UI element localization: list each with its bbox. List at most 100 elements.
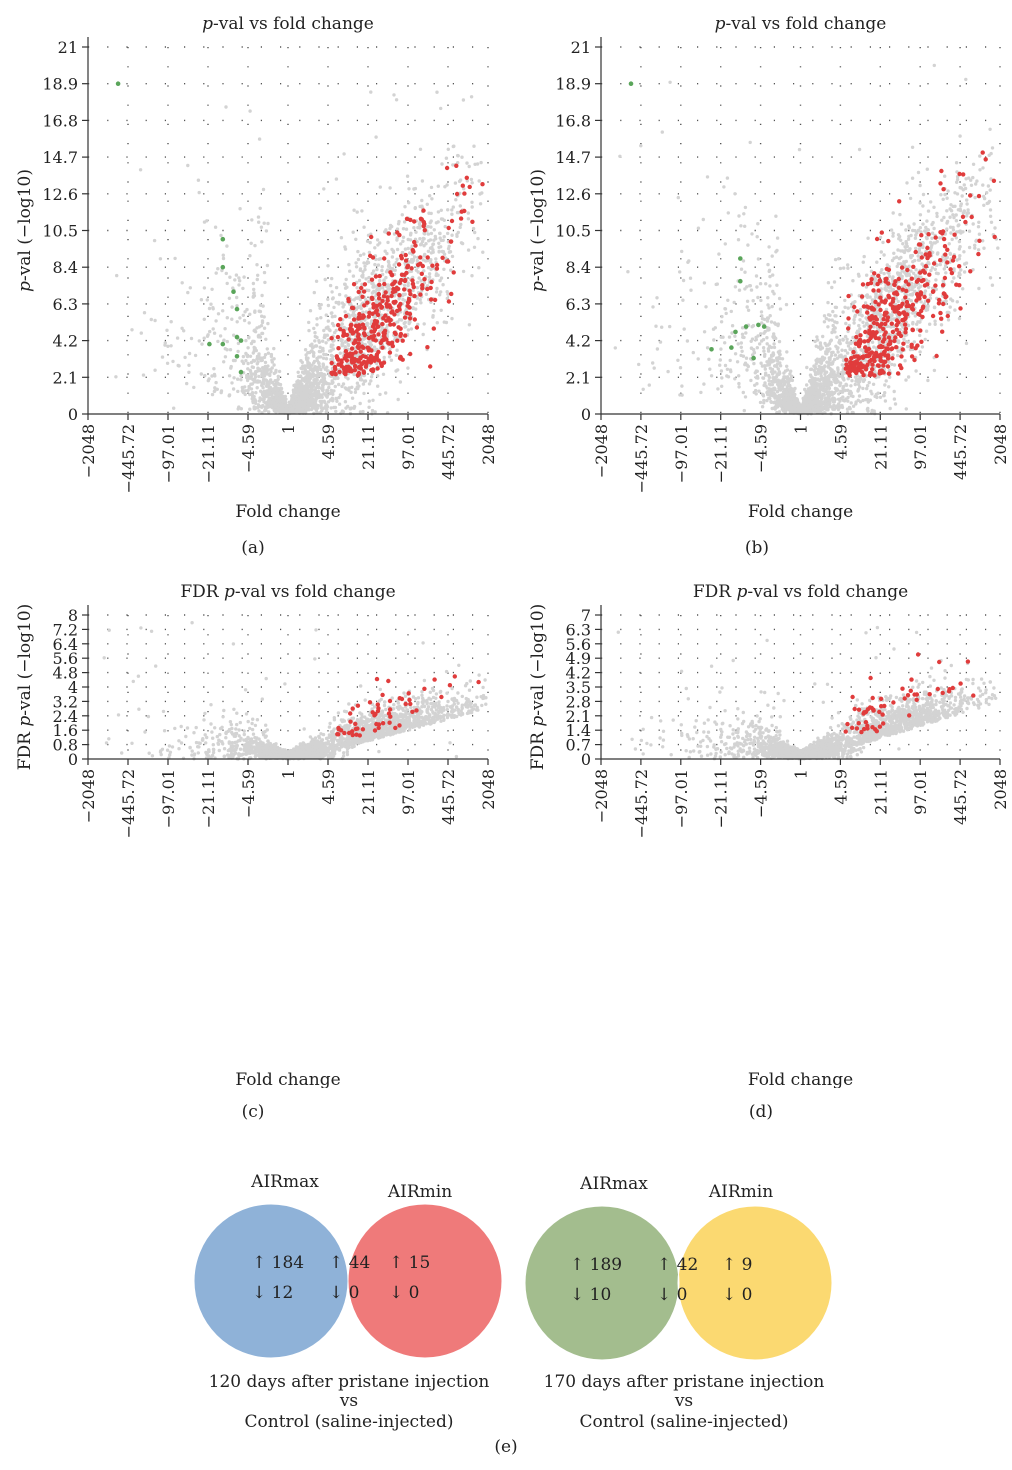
red-point	[398, 327, 402, 331]
grey-point	[197, 179, 200, 182]
grey-point	[742, 391, 745, 394]
grey-point	[236, 350, 239, 353]
grey-point	[252, 378, 255, 381]
grey-point	[964, 177, 967, 180]
grey-point	[401, 251, 404, 254]
red-point	[372, 334, 376, 338]
grey-point	[807, 387, 810, 390]
grey-point	[413, 255, 416, 258]
grey-point	[446, 290, 449, 293]
red-point	[408, 292, 412, 296]
grey-point	[200, 372, 203, 375]
grey-point	[921, 222, 924, 225]
grey-point	[761, 364, 764, 367]
red-point	[398, 334, 402, 338]
grey-point	[244, 359, 247, 362]
grey-point	[228, 374, 231, 377]
grey-point	[354, 391, 357, 394]
grey-point	[189, 286, 192, 289]
red-point	[383, 313, 387, 317]
grey-point	[943, 175, 946, 178]
grey-point	[442, 250, 445, 253]
grey-point	[321, 380, 324, 383]
grey-point	[727, 375, 730, 378]
grey-point	[920, 262, 923, 265]
grey-point	[245, 308, 248, 311]
red-point	[408, 218, 412, 222]
grey-point	[780, 401, 783, 404]
grey-point	[266, 322, 269, 325]
grey-point	[306, 373, 309, 376]
x-tick-label: −21.11	[199, 424, 218, 483]
grey-point	[254, 391, 257, 394]
grey-point	[270, 394, 273, 397]
grey-point	[725, 312, 728, 315]
grey-point	[226, 282, 229, 285]
grey-point	[248, 321, 251, 324]
grey-point	[730, 310, 733, 313]
grey-point	[322, 357, 325, 360]
grey-point	[340, 338, 343, 341]
red-point	[362, 360, 366, 364]
grey-point	[376, 238, 379, 241]
red-point	[343, 333, 347, 337]
grey-point	[329, 349, 332, 352]
grey-point	[213, 374, 216, 377]
grey-point	[388, 227, 391, 230]
grey-point	[857, 274, 860, 277]
grey-point	[314, 378, 317, 381]
grey-point	[263, 371, 266, 374]
grey-point	[428, 194, 431, 197]
grey-point	[300, 367, 303, 370]
grey-point	[369, 90, 372, 93]
grey-point	[332, 296, 335, 299]
grey-point	[427, 239, 430, 242]
grey-point	[851, 301, 854, 304]
grey-point	[352, 407, 355, 410]
grey-point	[206, 333, 209, 336]
grey-point	[681, 299, 684, 302]
grey-point	[248, 313, 251, 316]
grey-point	[368, 382, 371, 385]
grey-point	[187, 371, 190, 374]
grey-point	[825, 361, 828, 364]
grey-point	[312, 345, 315, 348]
grey-point	[212, 327, 215, 330]
red-point	[402, 287, 406, 291]
red-point	[440, 256, 444, 260]
grey-point	[291, 400, 294, 403]
grey-point	[250, 361, 253, 364]
grey-point	[362, 252, 365, 255]
grey-point	[388, 355, 391, 358]
grey-point	[371, 272, 374, 275]
grey-point	[224, 355, 227, 358]
grey-point	[419, 148, 422, 151]
grey-point	[889, 407, 892, 410]
grey-point	[263, 315, 266, 318]
grey-point	[359, 254, 362, 257]
red-point	[392, 322, 396, 326]
grey-point	[232, 387, 235, 390]
grey-point	[339, 352, 342, 355]
grey-point	[343, 283, 346, 286]
grey-point	[183, 356, 186, 359]
grey-point	[746, 305, 749, 308]
grey-point	[478, 192, 481, 195]
grey-point	[374, 135, 377, 138]
grey-point	[412, 306, 415, 309]
red-point	[391, 344, 395, 348]
grey-point	[763, 381, 766, 384]
grey-point	[906, 345, 909, 348]
grey-point	[347, 344, 350, 347]
grey-point	[450, 234, 453, 237]
grey-point	[410, 260, 413, 263]
grey-point	[680, 250, 683, 253]
grey-point	[656, 347, 659, 350]
grey-point	[166, 362, 169, 365]
grey-point	[406, 284, 409, 287]
grey-point	[324, 394, 327, 397]
red-point	[462, 209, 466, 213]
red-point	[376, 332, 380, 336]
red-point	[403, 278, 407, 282]
grey-point	[764, 373, 767, 376]
